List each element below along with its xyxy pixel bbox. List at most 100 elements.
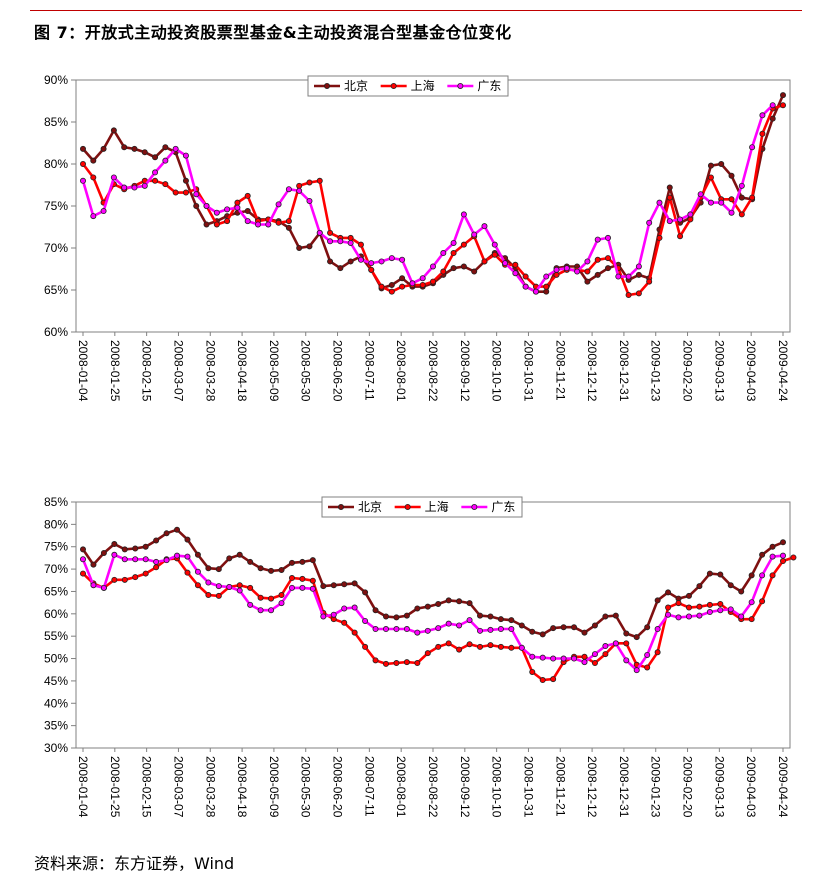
- series-point-1: [481, 258, 488, 265]
- series-point-1: [440, 268, 447, 275]
- series-point-2: [141, 182, 148, 189]
- series-point-0: [347, 258, 354, 265]
- x-tick-label: 2008-03-28: [203, 340, 217, 402]
- series-point-1: [769, 572, 776, 579]
- series-point-0: [382, 613, 389, 620]
- series-point-1: [522, 273, 529, 280]
- series-point-2: [508, 626, 515, 633]
- series-point-2: [584, 258, 591, 265]
- series-point-0: [748, 572, 755, 579]
- series-point-2: [368, 260, 375, 267]
- series-point-1: [247, 584, 254, 591]
- series-point-1: [456, 646, 463, 653]
- y-tick-label: 30%: [44, 741, 68, 755]
- series-point-2: [594, 236, 601, 243]
- legend-label: 北京: [344, 79, 368, 93]
- series-point-0: [100, 145, 107, 152]
- series-point-1: [675, 600, 682, 607]
- series-point-2: [512, 270, 519, 277]
- x-tick-label: 2008-12-12: [585, 340, 599, 402]
- series-point-1: [749, 194, 756, 201]
- series-point-1: [581, 653, 588, 660]
- y-tick-label: 40%: [44, 696, 68, 710]
- series-point-1: [429, 278, 436, 285]
- y-tick-label: 85%: [44, 495, 68, 509]
- series-point-2: [111, 551, 118, 558]
- series-point-0: [612, 612, 619, 619]
- series-point-2: [481, 223, 488, 230]
- y-tick-label: 90%: [44, 73, 68, 87]
- series-point-1: [347, 234, 354, 241]
- series-point-0: [508, 617, 515, 624]
- series-point-2: [337, 238, 344, 245]
- series-point-1: [296, 182, 303, 189]
- stock-fund-position-chart: 60% 65% 70% 75% 80% 85% 90% 2008-01-04 2008-01-2…: [0, 60, 831, 440]
- series-point-0: [362, 589, 369, 596]
- series-point-0: [111, 541, 118, 548]
- series-point-1: [316, 177, 323, 184]
- series-point-1: [550, 676, 557, 683]
- legend-marker: [337, 503, 344, 510]
- series-point-1: [508, 644, 515, 651]
- series-point-0: [399, 275, 406, 282]
- series-point-0: [182, 177, 189, 184]
- y-tick-label: 60%: [44, 325, 68, 339]
- series-point-0: [121, 144, 128, 151]
- x-tick-label: 2008-08-22: [426, 340, 440, 402]
- legend-label: 上海: [411, 78, 435, 93]
- series-point-0: [257, 565, 264, 572]
- series-point-1: [172, 189, 179, 196]
- series-point-2: [581, 659, 588, 666]
- series-point-1: [594, 256, 601, 263]
- series-point-1: [351, 629, 358, 636]
- series-point-2: [687, 211, 694, 218]
- series-point-1: [205, 592, 212, 599]
- series-point-0: [80, 145, 87, 152]
- series-point-0: [780, 92, 787, 99]
- series-point-2: [184, 553, 191, 560]
- series-point-1: [529, 668, 536, 675]
- series-point-2: [288, 584, 295, 591]
- series-point-2: [309, 585, 316, 592]
- series-point-2: [522, 283, 529, 290]
- series-point-2: [656, 199, 663, 206]
- x-tick-label: 2008-11-21: [553, 756, 567, 817]
- series-point-2: [738, 182, 745, 189]
- series-point-0: [152, 154, 159, 161]
- series-point-2: [502, 260, 509, 267]
- series-point-0: [633, 634, 640, 641]
- series-point-2: [351, 604, 358, 611]
- series-point-2: [591, 651, 598, 658]
- series-point-2: [121, 184, 128, 191]
- series-point-1: [368, 266, 375, 273]
- series-point-1: [224, 218, 231, 225]
- series-point-1: [362, 643, 369, 650]
- series-point-1: [728, 196, 735, 203]
- series-point-1: [491, 251, 498, 258]
- x-tick-label: 2008-02-15: [140, 756, 154, 818]
- x-tick-label: 2008-09-12: [458, 756, 472, 818]
- series-point-2: [571, 655, 578, 662]
- x-tick-label: 2008-06-20: [331, 756, 345, 818]
- series-point-2: [646, 219, 653, 226]
- series-point-1: [738, 211, 745, 218]
- series-point-2: [110, 174, 117, 181]
- series-point-1: [194, 582, 201, 589]
- series-point-0: [184, 536, 191, 543]
- x-tick-label: 2008-01-04: [76, 340, 90, 402]
- series-point-0: [471, 268, 478, 275]
- legend-marker: [457, 82, 464, 89]
- series-point-0: [707, 162, 714, 169]
- x-tick-label: 2008-05-09: [267, 340, 281, 402]
- series-point-0: [706, 570, 713, 577]
- x-tick-label: 2008-11-21: [553, 340, 567, 401]
- series-point-2: [666, 218, 673, 225]
- series-point-2: [633, 667, 640, 674]
- series-point-2: [780, 552, 787, 559]
- series-point-2: [265, 221, 272, 228]
- series-point-0: [351, 580, 358, 587]
- series-point-1: [382, 660, 389, 667]
- x-tick-label: 2008-08-01: [394, 756, 408, 818]
- series-point-2: [341, 605, 348, 612]
- series-point-2: [388, 255, 395, 262]
